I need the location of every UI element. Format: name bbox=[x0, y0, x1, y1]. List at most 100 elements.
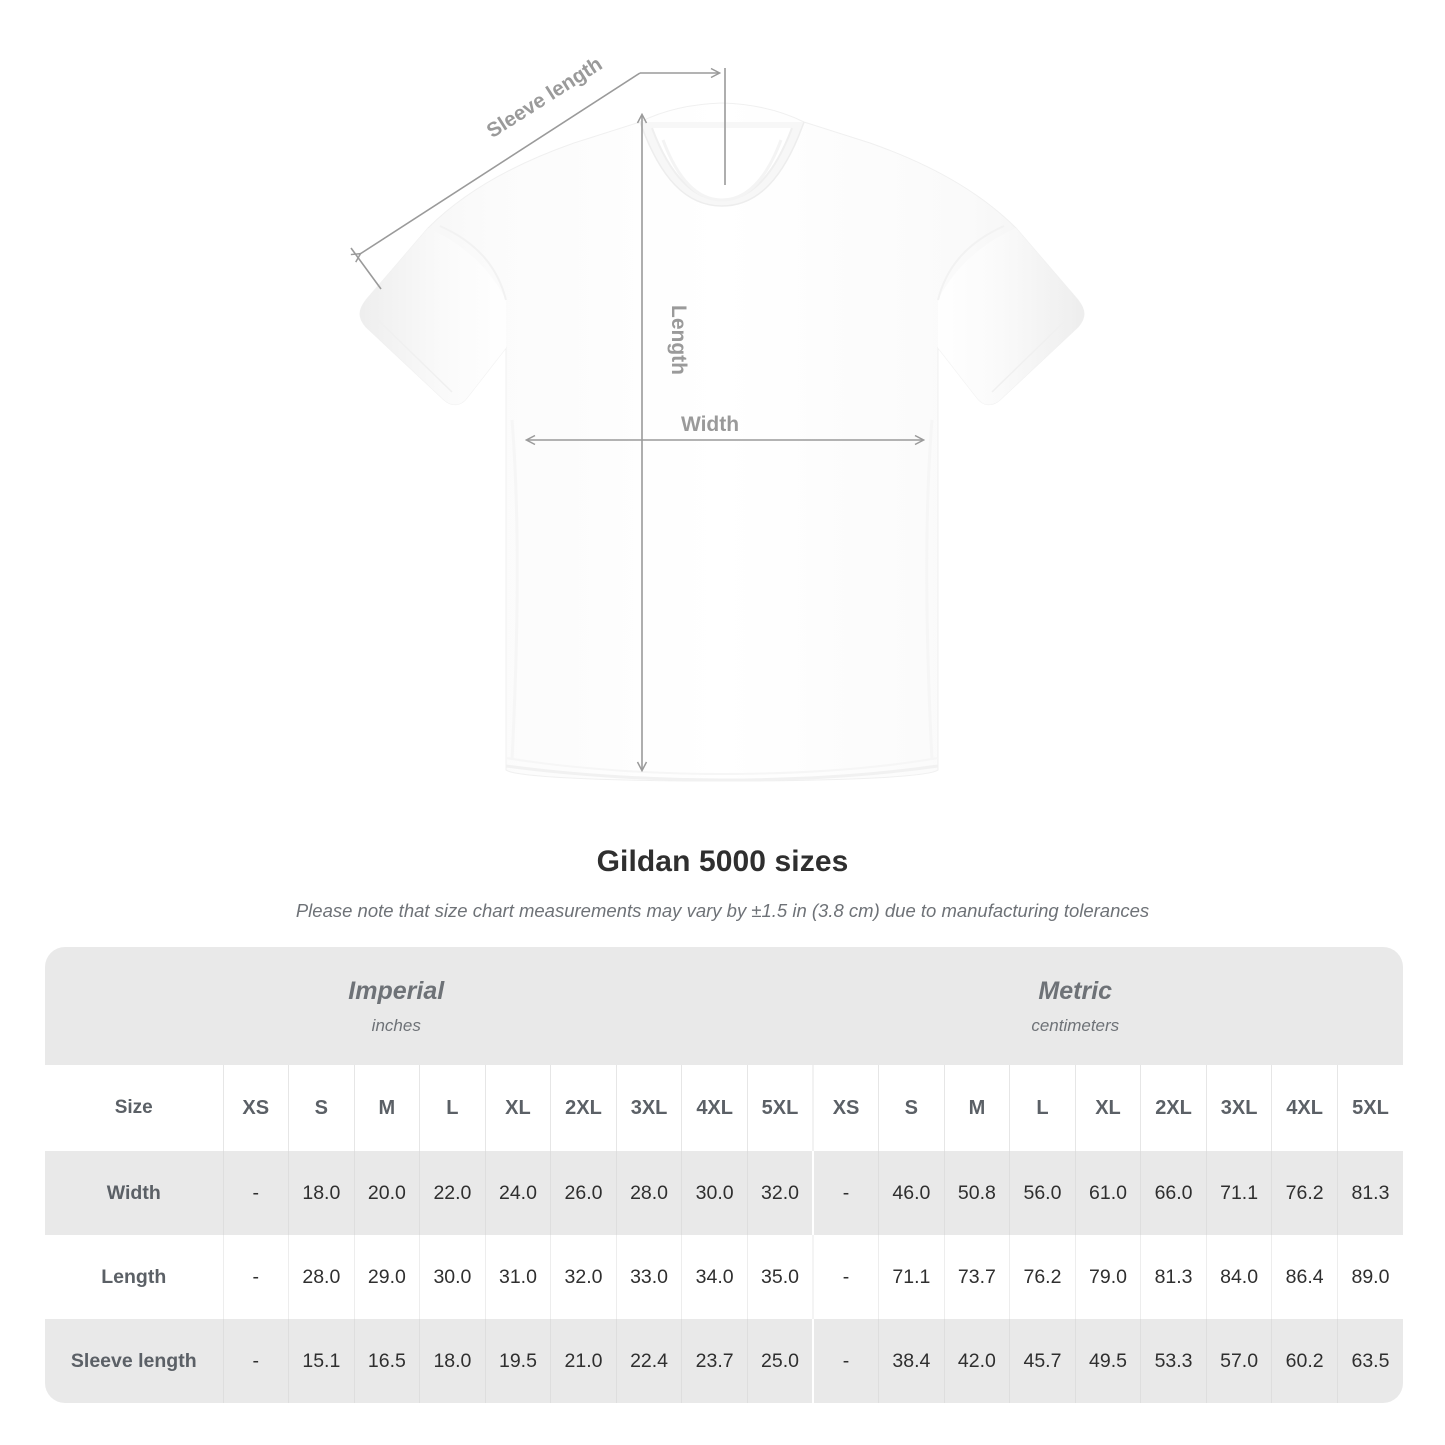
cell-length-xl-metric: 79.0 bbox=[1074, 1235, 1141, 1319]
sleeve-hem-tick bbox=[350, 247, 382, 290]
cell-width-s-metric: 46.0 bbox=[878, 1151, 945, 1235]
cell-width-4xl-imperial: 30.0 bbox=[681, 1151, 748, 1235]
cell-sleeve-2xl-imperial: 21.0 bbox=[550, 1319, 617, 1403]
cell-sleeve-2xl-metric: 53.3 bbox=[1140, 1319, 1207, 1403]
cell-sleeve-l-imperial: 18.0 bbox=[419, 1319, 486, 1403]
row-label-sleeve-length: Sleeve length bbox=[45, 1319, 223, 1403]
tolerance-note: Please note that size chart measurements… bbox=[295, 900, 1150, 921]
cell-sleeve-xs-imperial: - bbox=[222, 1319, 289, 1403]
cell-sleeve-5xl-imperial: 25.0 bbox=[746, 1319, 814, 1403]
column-header-l-imperial: L bbox=[419, 1065, 486, 1151]
tshirt-measurement-diagram: Sleeve length Length Width bbox=[350, 52, 1085, 782]
cell-sleeve-5xl-metric: 63.5 bbox=[1336, 1319, 1404, 1403]
width-label: Width bbox=[681, 413, 739, 436]
cell-sleeve-l-metric: 45.7 bbox=[1009, 1319, 1076, 1403]
page-title: Gildan 5000 sizes bbox=[596, 845, 849, 878]
size-table: Imperial inches Metric centimeters Size … bbox=[45, 947, 1404, 1403]
cell-length-l-imperial: 30.0 bbox=[419, 1235, 486, 1319]
table-row: Sleeve length - 15.1 16.5 18.0 19.5 21.0… bbox=[45, 1319, 1404, 1403]
cell-sleeve-xl-metric: 49.5 bbox=[1074, 1319, 1141, 1403]
cell-sleeve-xs-metric: - bbox=[812, 1319, 879, 1403]
cell-sleeve-s-imperial: 15.1 bbox=[288, 1319, 355, 1403]
cell-length-2xl-metric: 81.3 bbox=[1140, 1235, 1207, 1319]
cell-width-xl-imperial: 24.0 bbox=[484, 1151, 551, 1235]
cell-length-xl-imperial: 31.0 bbox=[484, 1235, 551, 1319]
unit-group-imperial: Imperial inches bbox=[45, 947, 748, 1065]
cell-length-5xl-imperial: 35.0 bbox=[746, 1235, 814, 1319]
unit-group-metric-name: Metric bbox=[1038, 976, 1113, 1005]
cell-sleeve-s-metric: 38.4 bbox=[878, 1319, 945, 1403]
column-header-m-imperial: M bbox=[353, 1065, 420, 1151]
column-header-3xl-metric: 3XL bbox=[1205, 1065, 1272, 1151]
row-label-length: Length bbox=[45, 1235, 223, 1319]
cell-sleeve-m-imperial: 16.5 bbox=[353, 1319, 420, 1403]
cell-width-3xl-imperial: 28.0 bbox=[615, 1151, 682, 1235]
column-header-4xl-metric: 4XL bbox=[1271, 1065, 1338, 1151]
cell-width-4xl-metric: 76.2 bbox=[1271, 1151, 1338, 1235]
cell-sleeve-xl-imperial: 19.5 bbox=[484, 1319, 551, 1403]
column-header-size: Size bbox=[45, 1065, 223, 1151]
cell-length-5xl-metric: 89.0 bbox=[1336, 1235, 1404, 1319]
cell-sleeve-m-metric: 42.0 bbox=[943, 1319, 1010, 1403]
cell-length-4xl-imperial: 34.0 bbox=[681, 1235, 748, 1319]
cell-width-3xl-metric: 71.1 bbox=[1205, 1151, 1272, 1235]
tshirt-graphic bbox=[359, 102, 1085, 782]
cell-length-m-imperial: 29.0 bbox=[353, 1235, 420, 1319]
cell-length-m-metric: 73.7 bbox=[943, 1235, 1010, 1319]
cell-width-l-imperial: 22.0 bbox=[419, 1151, 486, 1235]
cell-length-s-imperial: 28.0 bbox=[288, 1235, 355, 1319]
cell-width-2xl-imperial: 26.0 bbox=[550, 1151, 617, 1235]
column-header-3xl-imperial: 3XL bbox=[615, 1065, 682, 1151]
column-header-2xl-imperial: 2XL bbox=[550, 1065, 617, 1151]
unit-header-row: Imperial inches Metric centimeters bbox=[45, 947, 1404, 1065]
column-header-l-metric: L bbox=[1009, 1065, 1076, 1151]
cell-sleeve-3xl-imperial: 22.4 bbox=[615, 1319, 682, 1403]
unit-group-imperial-name: Imperial bbox=[348, 976, 445, 1005]
cell-length-2xl-imperial: 32.0 bbox=[550, 1235, 617, 1319]
cell-sleeve-3xl-metric: 57.0 bbox=[1205, 1319, 1272, 1403]
table-row: Length - 28.0 29.0 30.0 31.0 32.0 33.0 3… bbox=[45, 1235, 1404, 1319]
cell-length-3xl-metric: 84.0 bbox=[1205, 1235, 1272, 1319]
cell-width-m-metric: 50.8 bbox=[943, 1151, 1010, 1235]
column-header-4xl-imperial: 4XL bbox=[681, 1065, 748, 1151]
column-header-xs-imperial: XS bbox=[222, 1065, 289, 1151]
unit-group-metric: Metric centimeters bbox=[747, 947, 1404, 1065]
sleeve-length-line bbox=[360, 72, 641, 254]
sleeve-length-label: Sleeve length bbox=[483, 52, 607, 142]
cell-length-4xl-metric: 86.4 bbox=[1271, 1235, 1338, 1319]
column-header-s-metric: S bbox=[878, 1065, 945, 1151]
size-table-container: Imperial inches Metric centimeters Size … bbox=[45, 947, 1404, 1403]
cell-width-m-imperial: 20.0 bbox=[353, 1151, 420, 1235]
cell-width-xl-metric: 61.0 bbox=[1074, 1151, 1141, 1235]
heading-block: Gildan 5000 sizes Please note that size … bbox=[0, 845, 1445, 922]
unit-group-imperial-sub: inches bbox=[371, 1015, 421, 1035]
length-label: Length bbox=[667, 305, 690, 375]
table-row: Width - 18.0 20.0 22.0 24.0 26.0 28.0 30… bbox=[45, 1151, 1404, 1235]
cell-length-l-metric: 76.2 bbox=[1009, 1235, 1076, 1319]
cell-width-xs-imperial: - bbox=[222, 1151, 289, 1235]
size-header-row: Size XS S M L XL 2XL 3XL 4XL 5XL XS S M … bbox=[45, 1065, 1404, 1151]
cell-width-5xl-imperial: 32.0 bbox=[746, 1151, 814, 1235]
column-header-xl-imperial: XL bbox=[484, 1065, 551, 1151]
column-header-5xl-imperial: 5XL bbox=[746, 1065, 814, 1151]
cell-length-xs-metric: - bbox=[812, 1235, 879, 1319]
cell-length-s-metric: 71.1 bbox=[878, 1235, 945, 1319]
unit-group-metric-sub: centimeters bbox=[1031, 1015, 1120, 1035]
column-header-xl-metric: XL bbox=[1074, 1065, 1141, 1151]
cell-sleeve-4xl-imperial: 23.7 bbox=[681, 1319, 748, 1403]
row-label-width: Width bbox=[45, 1151, 223, 1235]
cell-width-5xl-metric: 81.3 bbox=[1336, 1151, 1404, 1235]
column-header-m-metric: M bbox=[943, 1065, 1010, 1151]
cell-sleeve-4xl-metric: 60.2 bbox=[1271, 1319, 1338, 1403]
column-header-5xl-metric: 5XL bbox=[1336, 1065, 1404, 1151]
cell-length-xs-imperial: - bbox=[222, 1235, 289, 1319]
cell-width-2xl-metric: 66.0 bbox=[1140, 1151, 1207, 1235]
column-header-xs-metric: XS bbox=[812, 1065, 879, 1151]
column-header-2xl-metric: 2XL bbox=[1140, 1065, 1207, 1151]
cell-width-s-imperial: 18.0 bbox=[288, 1151, 355, 1235]
measurement-lines bbox=[350, 68, 923, 770]
cell-width-xs-metric: - bbox=[812, 1151, 879, 1235]
column-header-s-imperial: S bbox=[288, 1065, 355, 1151]
cell-length-3xl-imperial: 33.0 bbox=[615, 1235, 682, 1319]
